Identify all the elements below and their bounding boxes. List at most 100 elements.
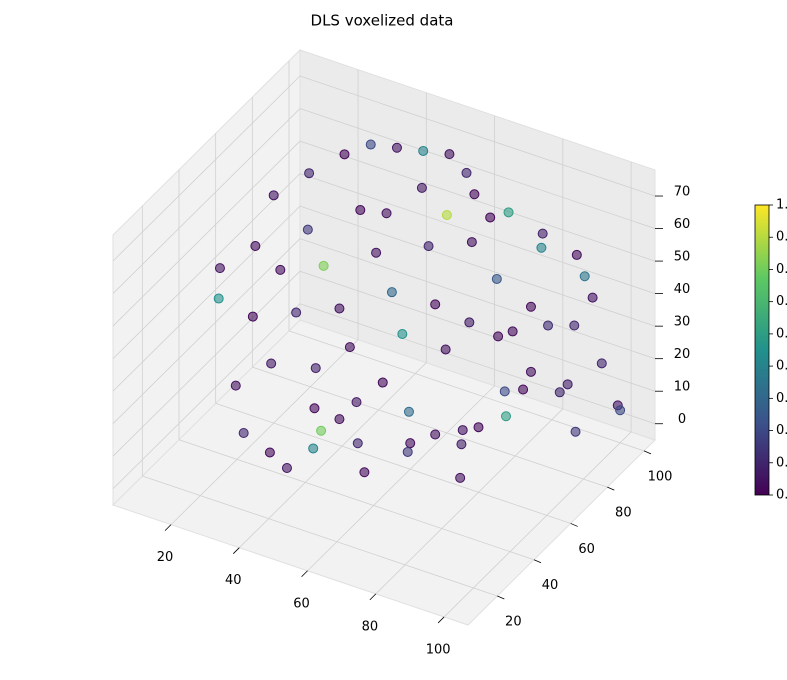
colorbar-tick-label: 0.4 <box>776 391 787 406</box>
z-tick-label: 40 <box>674 282 691 297</box>
grid-line <box>112 270 301 457</box>
colorbar-tick-label: 0.9 <box>776 230 787 245</box>
point <box>359 467 370 478</box>
point <box>264 447 275 458</box>
colorbar-tick-label: 0.3 <box>776 423 787 438</box>
tick-mark <box>607 486 615 491</box>
grid-line <box>239 362 427 548</box>
point <box>536 242 547 253</box>
tick-mark <box>643 450 652 455</box>
point <box>381 208 392 219</box>
point <box>473 422 484 433</box>
point <box>318 260 329 271</box>
y-tick-label: 80 <box>615 506 632 521</box>
point <box>569 320 580 331</box>
z-tick-label: 20 <box>674 347 691 362</box>
point <box>485 212 496 223</box>
point <box>268 190 279 201</box>
tick-mark <box>233 547 240 554</box>
points <box>213 139 626 483</box>
z-tick-label: 10 <box>674 380 691 395</box>
point <box>308 443 319 454</box>
z-tick-label: 0 <box>678 412 686 427</box>
point <box>456 439 467 450</box>
grid-line <box>299 108 656 229</box>
point <box>355 205 366 216</box>
point <box>466 237 477 248</box>
point <box>461 167 472 178</box>
point <box>238 428 249 439</box>
grid-line <box>170 339 359 525</box>
colorbar-tick-label: 0.2 <box>776 455 787 470</box>
colorbar-tick-label: 0.5 <box>776 359 787 374</box>
grid <box>112 60 663 624</box>
point <box>440 344 451 355</box>
point <box>587 292 598 303</box>
point <box>537 228 548 239</box>
colorbar-tick-label: 0.6 <box>776 326 787 341</box>
point <box>455 472 466 483</box>
point <box>416 182 427 193</box>
point <box>214 263 225 274</box>
point <box>391 142 402 153</box>
point <box>339 149 350 160</box>
point <box>444 149 455 160</box>
point <box>525 301 536 312</box>
point <box>397 329 408 340</box>
grid-line <box>299 75 656 197</box>
point <box>571 249 582 260</box>
point <box>402 446 413 457</box>
point <box>266 358 277 369</box>
point <box>351 397 362 408</box>
point <box>403 406 414 417</box>
point <box>499 386 510 397</box>
y-tick-label: 60 <box>578 542 595 557</box>
tick-mark <box>437 616 445 624</box>
point <box>365 139 376 150</box>
colorbar-tick-label: 0.7 <box>776 294 787 309</box>
grid-line <box>142 475 498 597</box>
grid-line <box>299 140 656 262</box>
back-pane <box>299 49 656 441</box>
point <box>518 384 529 395</box>
x-tick-label: 80 <box>362 619 379 634</box>
panes <box>112 48 656 626</box>
point <box>291 307 302 318</box>
colorbar-tick-label: 0.1 <box>776 488 787 503</box>
grid-line <box>299 173 656 294</box>
point <box>554 387 565 398</box>
point <box>213 293 224 304</box>
tick-mark <box>533 559 542 564</box>
grid-line <box>299 205 656 327</box>
point <box>469 189 480 200</box>
z-tick-label: 60 <box>674 217 691 232</box>
grid-line <box>299 238 656 360</box>
point <box>430 299 441 310</box>
point <box>386 287 397 298</box>
point <box>316 425 327 436</box>
point <box>302 224 313 235</box>
point <box>441 209 452 220</box>
point <box>493 331 504 342</box>
grid-line <box>299 303 656 425</box>
grid-line <box>299 270 656 392</box>
grid-line <box>112 108 301 294</box>
x-tick-label: 100 <box>426 642 451 657</box>
y-tick-label: 40 <box>542 578 559 593</box>
tick-mark <box>301 570 308 578</box>
point <box>464 317 475 328</box>
point <box>247 311 258 322</box>
z-tick-label: 70 <box>674 185 691 200</box>
tick-mark <box>164 524 172 531</box>
point <box>250 241 261 252</box>
point <box>334 303 345 314</box>
point <box>507 326 518 337</box>
point <box>281 463 292 474</box>
tick-mark <box>497 595 505 600</box>
grid-line <box>112 303 301 490</box>
point <box>562 379 573 390</box>
point <box>615 405 626 416</box>
point <box>457 425 468 436</box>
point <box>377 377 388 388</box>
